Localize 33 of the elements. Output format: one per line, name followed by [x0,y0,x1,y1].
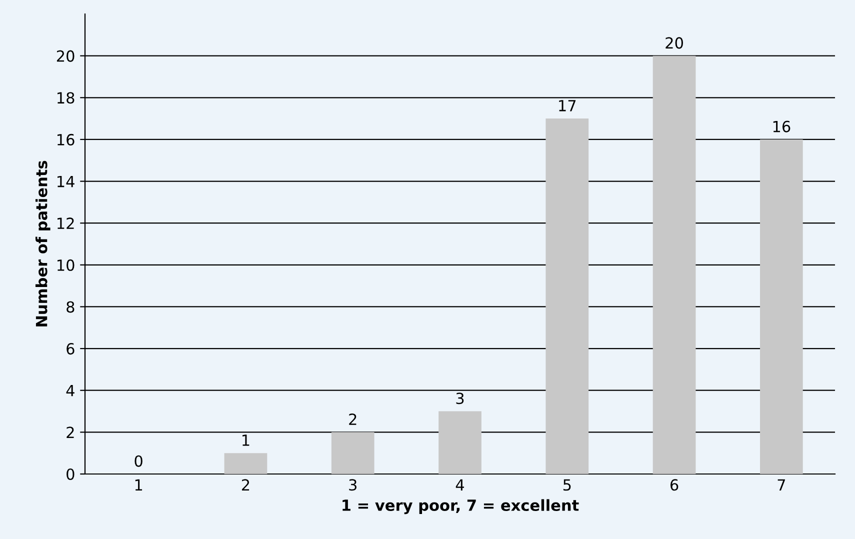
data-label: 2 [349,414,356,425]
x-tick-label: 1 [135,479,142,490]
data-label: 17 [559,100,576,112]
y-tick-label: 16 [58,134,74,146]
y-tick-label: 10 [58,259,74,271]
x-tick-label: 3 [349,479,356,491]
y-axis-title: Number of patients [35,160,50,326]
y-tick-label: 2 [66,426,74,438]
x-tick-label: 2 [242,479,250,490]
y-tick-label: 20 [56,50,74,62]
y-tick-label: 6 [66,343,74,355]
bar [438,411,482,474]
y-tick-label: 14 [58,176,74,188]
bar [652,56,696,474]
y-tick-label: 4 [66,385,74,396]
data-label: 16 [773,120,790,132]
data-label: 0 [134,455,142,467]
data-label: 1 [242,434,250,446]
y-tick-label: 12 [58,218,74,229]
data-label: 20 [666,37,683,49]
y-tick-label: 0 [66,468,74,480]
x-tick-label: 6 [670,479,678,491]
data-label: 3 [456,392,464,404]
x-tick-label: 5 [563,479,571,491]
bar [760,139,803,474]
x-tick-label: 7 [778,479,785,490]
bar [331,432,374,474]
bar [546,118,589,474]
x-axis-title: 1 = very poor, 7 = excellent [342,499,579,514]
x-tick-label: 4 [456,479,464,490]
y-tick-label: 8 [66,301,74,313]
y-tick-label: 18 [58,92,74,104]
bar [224,453,268,474]
